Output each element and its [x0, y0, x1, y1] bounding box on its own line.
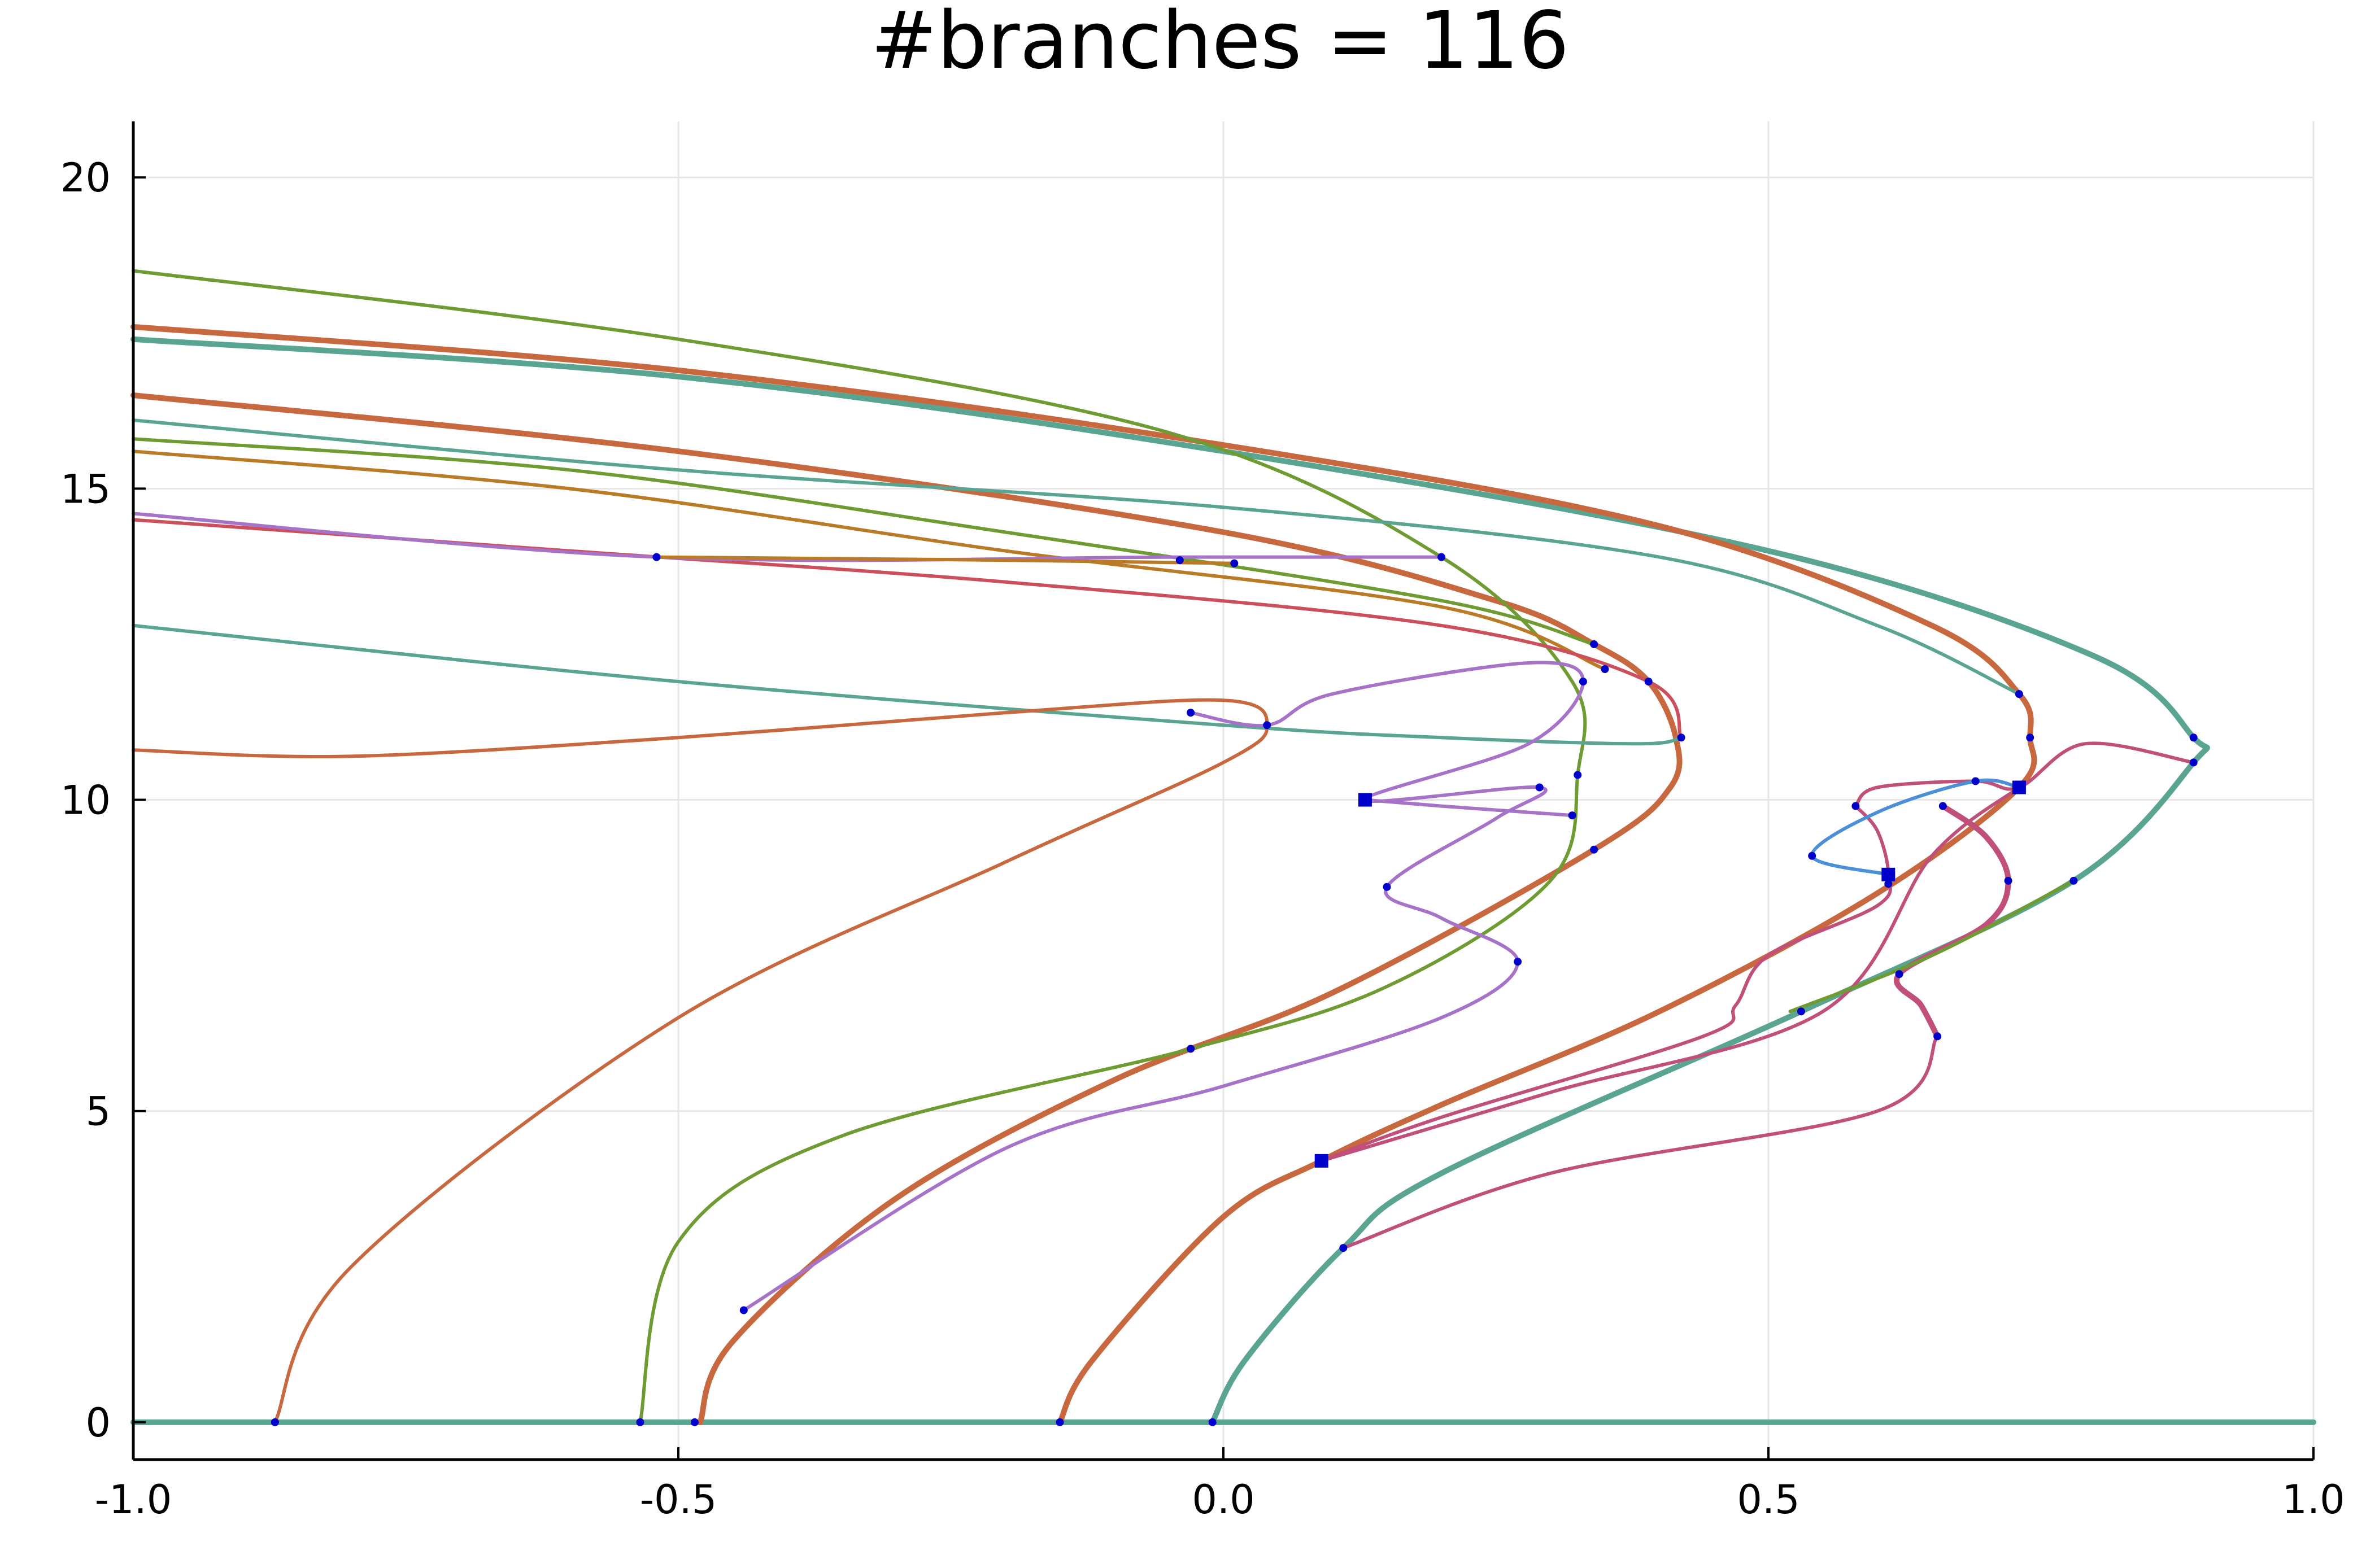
series-line-12 [132, 623, 1683, 746]
bifurcation-point [1895, 970, 1903, 979]
series-line-8 [132, 418, 2021, 696]
bifurcation-point [1208, 1418, 1217, 1426]
x-tick-label: 1.0 [2282, 1477, 2345, 1523]
series-line-6 [132, 437, 1596, 646]
bifurcation-point [1535, 783, 1544, 792]
axes [132, 121, 2315, 1461]
series-line-18 [1319, 785, 2021, 1163]
series-line-20 [1854, 741, 2195, 808]
bifurcation-point [1175, 556, 1184, 565]
y-tick-label: 20 [60, 155, 111, 201]
series-line-2 [130, 336, 2210, 1425]
special-point-marker [1314, 1154, 1328, 1168]
bifurcation-point [1644, 678, 1653, 686]
bifurcation-point [1383, 883, 1391, 891]
bifurcation-point [1808, 851, 1816, 860]
points-layer [271, 553, 2198, 1426]
bifurcation-point [1056, 1418, 1064, 1426]
special-point-marker [1881, 867, 1896, 881]
bifurcation-point [1574, 771, 1582, 779]
series-line-4 [130, 392, 1683, 1425]
bifurcation-point [1437, 553, 1445, 561]
bifurcation-point [1884, 880, 1893, 888]
y-tick-label: 15 [60, 466, 111, 512]
bifurcation-point [1514, 958, 1522, 966]
x-tick-label: 0.5 [1737, 1477, 1799, 1523]
bifurcation-point [2189, 733, 2198, 742]
x-tick-label: 0.0 [1192, 1477, 1254, 1523]
bifurcation-point [690, 1418, 699, 1426]
bifurcation-point [1230, 559, 1239, 567]
y-tick-label: 5 [85, 1089, 111, 1135]
bifurcation-point [1938, 802, 1947, 810]
series-line-11 [655, 555, 1236, 565]
tick-labels: -1.0 -0.5 0.0 0.5 1.0 0 5 10 15 20 [60, 155, 2345, 1523]
bifurcation-point [1601, 665, 1609, 674]
bifurcation-point [271, 1418, 279, 1426]
bifurcation-point [1339, 1244, 1348, 1252]
bifurcation-point [1590, 845, 1598, 854]
bifurcation-point [739, 1306, 748, 1314]
bifurcation-point [2069, 876, 2078, 885]
y-tick-label: 10 [60, 778, 111, 824]
series-line-15 [1363, 798, 1574, 818]
x-tick-label: -1.0 [95, 1477, 172, 1523]
chart-title: #branches = 116 [871, 0, 1570, 87]
bifurcation-point [1187, 709, 1195, 717]
bifurcation-point [1568, 811, 1576, 820]
series-line-22 [1788, 879, 2076, 1014]
bifurcation-point [1579, 678, 1587, 686]
bifurcation-point [1187, 1045, 1195, 1053]
bifurcation-point [2015, 690, 2023, 698]
series-line-16 [1894, 803, 2011, 1039]
bifurcation-point [1933, 1032, 1942, 1041]
special-point-marker [1358, 793, 1372, 807]
series-line-19 [1341, 1034, 1940, 1250]
bifurcation-point [1971, 777, 1980, 785]
bifurcation-point [1590, 640, 1598, 648]
bifurcation-point [1263, 721, 1271, 730]
bifurcation-point [2189, 758, 2198, 767]
series-line-7 [132, 449, 1607, 671]
series-line-14 [742, 661, 1585, 1312]
bifurcation-point [1797, 1007, 1805, 1016]
bifurcation-point [2004, 876, 2012, 885]
bifurcation-point [636, 1418, 644, 1426]
special-point-marker [2012, 780, 2026, 794]
bifurcation-point [1851, 802, 1860, 810]
series-line-21 [1810, 778, 2021, 876]
bifurcation-point [2026, 733, 2034, 742]
y-tick-label: 0 [85, 1400, 111, 1446]
bifurcation-point [1677, 733, 1685, 742]
x-tick-label: -0.5 [640, 1477, 717, 1523]
bifurcation-point [652, 553, 661, 561]
